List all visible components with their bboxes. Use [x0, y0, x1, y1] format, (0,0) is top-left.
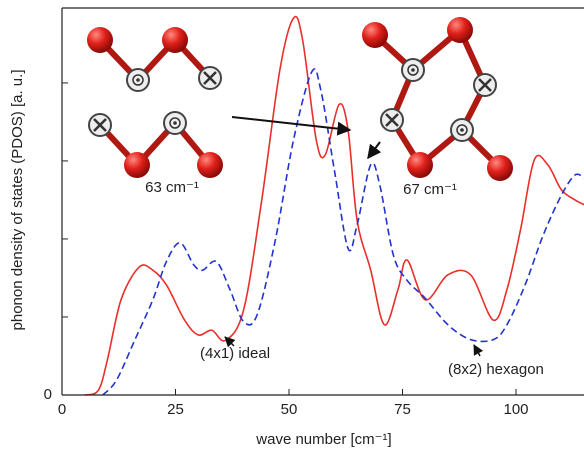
series-line: [84, 15, 584, 396]
molecule-right: [372, 25, 503, 171]
atoms: [87, 17, 513, 181]
x-tick-label: 75: [394, 401, 411, 418]
molecule-left: [97, 35, 213, 170]
mode-label: 67 cm⁻¹: [403, 181, 457, 198]
x-tick-label: 100: [503, 401, 528, 418]
x-tick-label: 25: [167, 401, 184, 418]
plot-area: [84, 15, 584, 396]
pointer-arrow: [367, 141, 382, 160]
mode-label: 63 cm⁻¹: [145, 179, 199, 196]
x-tick-label: 50: [281, 401, 298, 418]
y-axis-label: phonon density of states (PDOS) [a. u.]: [9, 70, 26, 331]
x-tick-label: 0: [58, 401, 66, 418]
y-tick-label: 0: [44, 386, 52, 403]
pointer-arrow: [224, 336, 236, 348]
x-axis-label: wave number [cm⁻¹]: [255, 431, 391, 448]
series-label: (8x2) hexagon: [448, 361, 544, 378]
series-label: (4x1) ideal: [200, 345, 270, 362]
pointer-arrow: [473, 344, 484, 357]
pointer-arrow: [231, 116, 352, 136]
